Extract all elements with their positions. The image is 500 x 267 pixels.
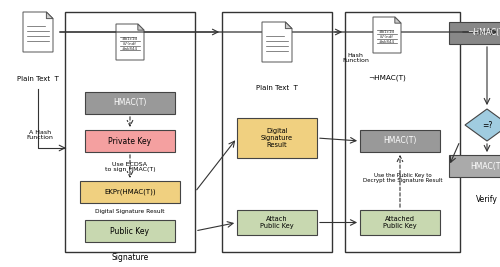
Text: Attach
Public Key: Attach Public Key xyxy=(260,216,294,229)
Text: HMAC(T): HMAC(T) xyxy=(384,136,416,146)
Polygon shape xyxy=(116,24,144,60)
Bar xyxy=(222,12,332,252)
Polygon shape xyxy=(23,12,53,52)
Text: ¬HMAC(T): ¬HMAC(T) xyxy=(467,29,500,37)
Bar xyxy=(449,155,500,177)
Polygon shape xyxy=(286,22,292,29)
Text: EKPr(HMAC(T)): EKPr(HMAC(T)) xyxy=(104,189,156,195)
Text: #b1c1d
&*(ndf
#ak844: #b1c1d &*(ndf #ak844 xyxy=(379,30,395,44)
Bar xyxy=(449,22,500,44)
Text: Public Key: Public Key xyxy=(110,226,150,235)
Text: Use the Public Key to
Decrypt the Signature Result: Use the Public Key to Decrypt the Signat… xyxy=(363,172,442,183)
Bar xyxy=(80,181,180,203)
Polygon shape xyxy=(262,22,292,62)
Bar xyxy=(85,220,175,242)
Text: #b1c1d
&*(ndf
#ak844: #b1c1d &*(ndf #ak844 xyxy=(122,37,138,51)
Bar xyxy=(345,12,460,252)
Text: Attached
Public Key: Attached Public Key xyxy=(383,216,417,229)
Text: Plain Text  T: Plain Text T xyxy=(256,85,298,91)
Bar xyxy=(360,210,440,235)
Text: Digital
Signature
Result: Digital Signature Result xyxy=(261,128,293,148)
Polygon shape xyxy=(465,109,500,141)
Polygon shape xyxy=(395,17,401,23)
Text: Hash
Function: Hash Function xyxy=(342,53,369,63)
Text: Verify: Verify xyxy=(476,195,498,205)
Text: Use ECDSA
to sign HMAC(T): Use ECDSA to sign HMAC(T) xyxy=(104,162,156,172)
Text: Signature: Signature xyxy=(112,253,148,262)
Bar xyxy=(237,210,317,235)
Text: ¬HMAC(T): ¬HMAC(T) xyxy=(368,75,406,81)
Text: Digital Signature Result: Digital Signature Result xyxy=(95,209,165,214)
Bar xyxy=(85,130,175,152)
Bar xyxy=(85,92,175,114)
Polygon shape xyxy=(138,24,144,30)
Text: Private Key: Private Key xyxy=(108,136,152,146)
Polygon shape xyxy=(373,17,401,53)
Text: Plain Text  T: Plain Text T xyxy=(17,76,59,82)
Bar xyxy=(65,12,195,252)
Text: A Hash
Function: A Hash Function xyxy=(26,129,54,140)
Bar xyxy=(360,130,440,152)
Text: HMAC(T): HMAC(T) xyxy=(114,99,146,108)
Text: HMAC(T): HMAC(T) xyxy=(470,162,500,171)
Polygon shape xyxy=(46,12,53,19)
Text: =?: =? xyxy=(482,120,492,129)
Bar xyxy=(237,118,317,158)
